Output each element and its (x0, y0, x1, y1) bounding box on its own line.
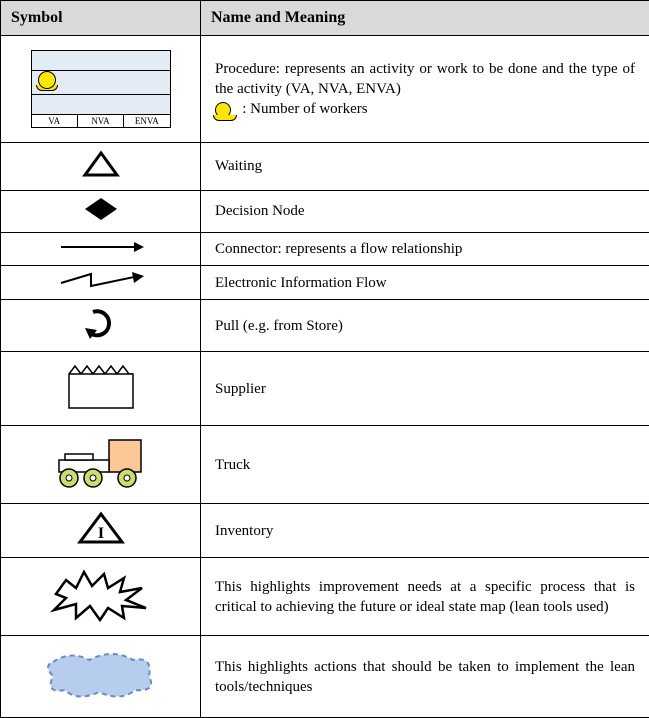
meaning-supplier: Supplier (201, 352, 649, 426)
meaning-inventory: Inventory (201, 504, 649, 558)
proc-enva: ENVA (124, 115, 169, 127)
symbol-inventory: I (1, 504, 201, 558)
zigzag-arrow-icon (56, 268, 146, 292)
row-procedure: VA NVA ENVA Procedure: represents an act… (1, 36, 649, 143)
supplier-icon (61, 360, 141, 412)
symbol-eflow (1, 266, 201, 300)
header-meaning: Name and Meaning (201, 1, 649, 36)
row-decision: Decision Node (1, 191, 649, 233)
worker-icon (215, 102, 231, 118)
symbol-truck (1, 426, 201, 504)
row-eflow: Electronic Information Flow (1, 266, 649, 300)
header-symbol: Symbol (1, 1, 201, 36)
meaning-pull: Pull (e.g. from Store) (201, 300, 649, 352)
meaning-eflow: Electronic Information Flow (201, 266, 649, 300)
symbol-pull (1, 300, 201, 352)
proc-va: VA (32, 115, 78, 127)
truck-icon (51, 434, 151, 490)
table-header-row: Symbol Name and Meaning (1, 1, 649, 36)
proc-nva: NVA (78, 115, 124, 127)
burst-icon (46, 566, 156, 622)
symbol-decision (1, 191, 201, 233)
diamond-icon (81, 195, 121, 223)
row-inventory: I Inventory (1, 504, 649, 558)
meaning-truck: Truck (201, 426, 649, 504)
arrow-icon (56, 237, 146, 257)
meaning-action: This highlights actions that should be t… (201, 636, 649, 718)
row-supplier: Supplier (1, 352, 649, 426)
row-truck: Truck (1, 426, 649, 504)
symbol-connector (1, 233, 201, 266)
symbol-improve (1, 558, 201, 636)
row-action: This highlights actions that should be t… (1, 636, 649, 718)
inventory-letter: I (97, 525, 103, 542)
inventory-icon: I (76, 510, 126, 546)
procedure-text-1: Procedure: represents an activity or wor… (215, 61, 635, 97)
meaning-waiting: Waiting (201, 143, 649, 191)
meaning-procedure: Procedure: represents an activity or wor… (201, 36, 649, 143)
triangle-icon (81, 149, 121, 179)
symbol-mapping-table: Symbol Name and Meaning VA NVA ENVA (0, 0, 649, 718)
symbol-supplier (1, 352, 201, 426)
symbol-waiting (1, 143, 201, 191)
action-cloud-icon (41, 646, 161, 702)
row-improve: This highlights improvement needs at a s… (1, 558, 649, 636)
meaning-connector: Connector: represents a flow relationshi… (201, 233, 649, 266)
procedure-icon: VA NVA ENVA (31, 50, 171, 128)
procedure-text-2: : Number of workers (242, 101, 367, 117)
pull-icon (81, 306, 121, 340)
meaning-decision: Decision Node (201, 191, 649, 233)
row-pull: Pull (e.g. from Store) (1, 300, 649, 352)
meaning-improve: This highlights improvement needs at a s… (201, 558, 649, 636)
row-waiting: Waiting (1, 143, 649, 191)
row-connector: Connector: represents a flow relationshi… (1, 233, 649, 266)
symbol-procedure: VA NVA ENVA (1, 36, 201, 143)
symbol-action (1, 636, 201, 718)
